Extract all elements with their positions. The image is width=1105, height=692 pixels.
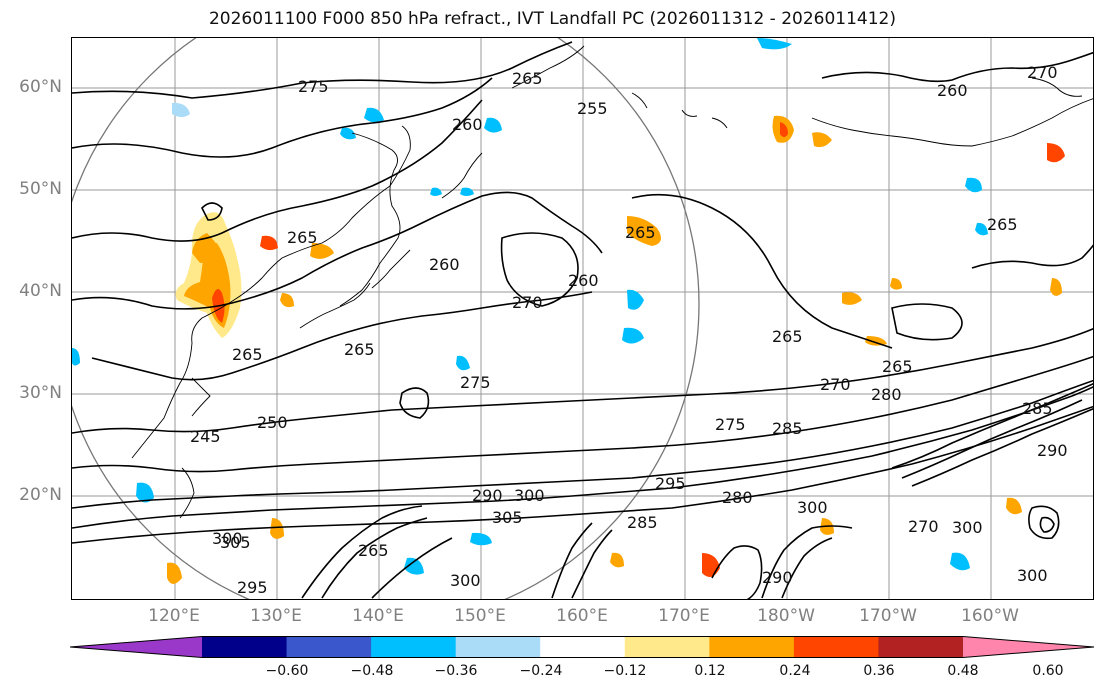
contour-label: 285	[627, 513, 658, 532]
colorbar-tick-label: 0.24	[779, 663, 811, 679]
lat-label-20n: 20°N	[19, 485, 62, 505]
lon-label-130e: 130°E	[250, 606, 302, 626]
contour-label: 305	[492, 508, 523, 527]
contour-label: 265	[772, 327, 803, 346]
contour-label: 300	[952, 518, 983, 537]
lat-label-30n: 30°N	[19, 383, 62, 403]
colorbar-segment	[70, 636, 202, 658]
lon-label-160e: 160°E	[556, 606, 608, 626]
contour-label: 290	[1037, 441, 1068, 460]
lon-label-170e: 170°E	[658, 606, 710, 626]
region-circle	[72, 38, 700, 599]
contour-label: 265	[987, 215, 1018, 234]
colorbar-tick-label: 0.60	[1032, 663, 1064, 679]
colorbar-tick-label: −0.60	[265, 663, 309, 679]
contour-label: 265	[882, 357, 913, 376]
lon-label-120e: 120°E	[148, 606, 200, 626]
colorbar-tick-label: −0.36	[434, 663, 478, 679]
contour-label: 290	[762, 568, 793, 587]
contour-label: 275	[298, 77, 329, 96]
contour-label: 300	[797, 498, 828, 517]
contour-label: 300	[212, 529, 243, 548]
contour-labels: 275 265 270 260 255 260 260 265 265 265 …	[190, 63, 1068, 597]
contour-label: 295	[655, 474, 686, 493]
colorbar-segment	[371, 636, 457, 658]
colorbar-segment	[286, 636, 372, 658]
colorbar-segment	[793, 636, 879, 658]
contours	[72, 41, 1093, 599]
contour-label: 305	[220, 533, 251, 552]
contour-label: 295	[237, 578, 268, 597]
contour-label: 280	[722, 488, 753, 507]
colorbar-segment	[540, 636, 626, 658]
contour-label: 270	[512, 293, 543, 312]
colorbar-segment	[455, 636, 541, 658]
contour-label: 265	[232, 345, 263, 364]
shaded-anomalies	[72, 38, 1065, 584]
map-title: 2026011100 F000 850 hPa refract., IVT La…	[208, 9, 896, 29]
contour-label: 285	[772, 419, 803, 438]
contour-label: 265	[358, 541, 389, 560]
contour-label: 285	[1022, 399, 1053, 418]
colorbar-segment	[202, 636, 288, 658]
lon-label-180w: 180°W	[757, 606, 815, 626]
colorbar-segment	[709, 636, 795, 658]
contour-label: 270	[820, 375, 851, 394]
contour-label: 300	[514, 486, 545, 505]
lon-label-170w: 170°W	[859, 606, 917, 626]
contour-label: 250	[257, 413, 288, 432]
lat-label-50n: 50°N	[19, 179, 62, 199]
contour-label: 260	[429, 255, 460, 274]
colorbar	[70, 636, 1095, 658]
lon-label-140e: 140°E	[352, 606, 404, 626]
contour-label: 265	[625, 223, 656, 242]
contour-label: 300	[450, 571, 481, 590]
contour-label: 270	[1027, 63, 1058, 82]
contour-label: 275	[460, 373, 491, 392]
colorbar-segment	[963, 636, 1094, 658]
map-canvas: 275 265 270 260 255 260 260 265 265 265 …	[72, 38, 1093, 599]
contour-label: 300	[1017, 566, 1048, 585]
colorbar-tick-label: −0.48	[350, 663, 394, 679]
contour-label: 255	[577, 99, 608, 118]
colorbar-segment	[624, 636, 710, 658]
colorbar-tick-label: 0.48	[947, 663, 979, 679]
contour-label: 260	[568, 271, 599, 290]
colorbar-tick-label: 0.12	[694, 663, 726, 679]
map-panel: 275 265 270 260 255 260 260 265 265 265 …	[71, 37, 1094, 600]
contour-label: 260	[452, 115, 483, 134]
contour-label: 265	[512, 69, 543, 88]
lat-label-40n: 40°N	[19, 281, 62, 301]
lon-label-160w: 160°W	[961, 606, 1019, 626]
contour-label: 265	[344, 340, 375, 359]
contour-label: 260	[937, 81, 968, 100]
contour-label: 275	[715, 415, 746, 434]
coastlines	[131, 45, 1093, 519]
colorbar-tick-label: 0.36	[863, 663, 895, 679]
contour-label: 270	[908, 517, 939, 536]
contour-label: 290	[472, 486, 503, 505]
contour-label: 265	[287, 228, 318, 247]
colorbar-segment	[878, 636, 964, 658]
contour-label: 280	[871, 385, 902, 404]
contour-label: 245	[190, 427, 221, 446]
lat-label-60n: 60°N	[19, 77, 62, 97]
colorbar-tick-label: −0.24	[519, 663, 563, 679]
colorbar-tick-label: −0.12	[603, 663, 647, 679]
lon-label-150e: 150°E	[454, 606, 506, 626]
